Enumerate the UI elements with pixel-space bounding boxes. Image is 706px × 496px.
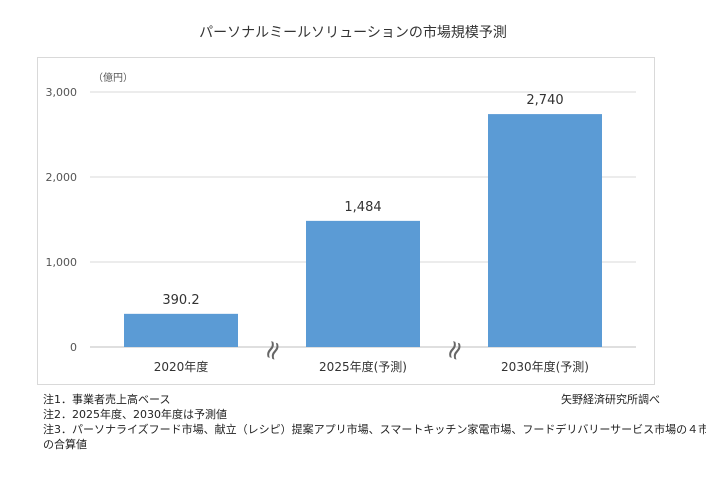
x-tick-label: 2020年度 — [154, 359, 209, 374]
bar — [124, 313, 238, 347]
chart-frame — [37, 57, 655, 385]
note-1: 注1．事業者売上高ベース — [43, 393, 171, 406]
x-tick-label: 2030年度(予測) — [501, 359, 589, 374]
y-tick-label: 1,000 — [46, 256, 78, 269]
y-tick-label: 3,000 — [46, 86, 78, 99]
axis-break-mark: ≈ — [437, 335, 473, 366]
note-3: 注3．パーソナライズフード市場、献立（レシピ）提案アプリ市場、スマートキッチン家… — [43, 423, 706, 436]
note-2: 注2．2025年度、2030年度は予測値 — [43, 408, 227, 421]
note-3-continued: の合算値 — [43, 438, 87, 451]
source-credit: 矢野経済研究所調べ — [561, 393, 660, 406]
chart-title: パーソナルミールソリューションの市場規模予測 — [199, 25, 507, 41]
bar — [488, 114, 602, 347]
x-tick-label: 2025年度(予測) — [319, 359, 407, 374]
bar — [306, 220, 420, 347]
data-label: 2,740 — [526, 93, 563, 108]
y-tick-label: 2,000 — [46, 171, 78, 184]
data-label: 390.2 — [162, 293, 199, 308]
data-label: 1,484 — [344, 200, 381, 215]
y-tick-label: 0 — [70, 341, 77, 354]
y-unit-label: （億円） — [93, 71, 133, 84]
axis-break-mark: ≈ — [255, 335, 291, 366]
